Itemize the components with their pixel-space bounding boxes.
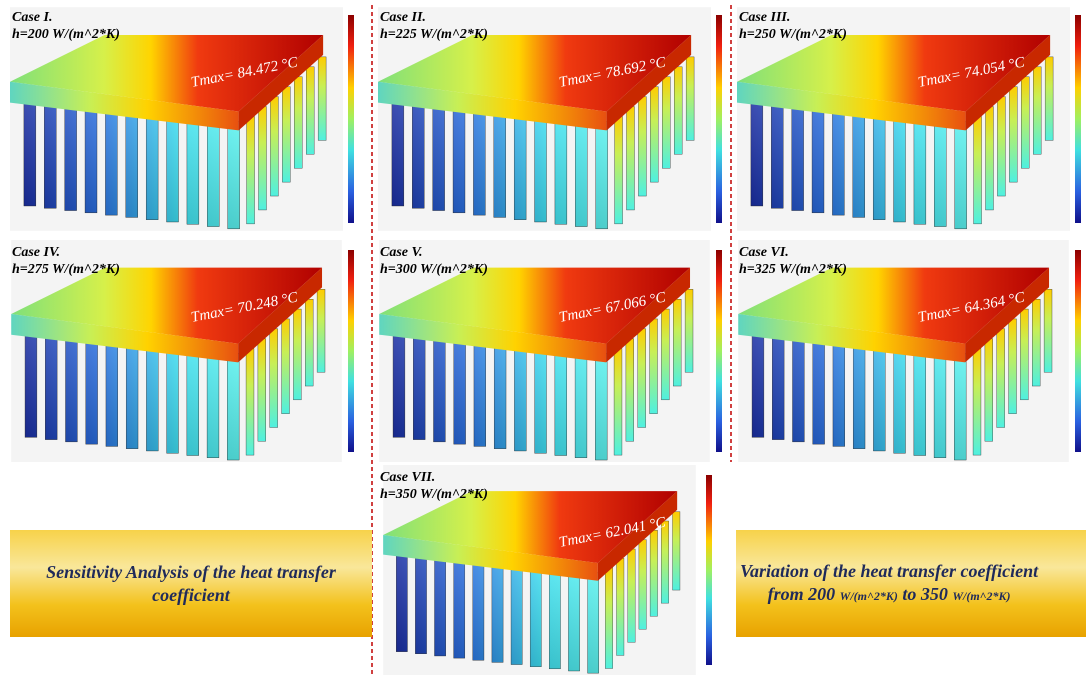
h-label: h=275 W/(m^2*K): [12, 262, 120, 277]
banner-right: Variation of the heat transfer coefficie…: [736, 530, 1086, 637]
banner-part: from 200: [768, 584, 836, 604]
h-label: h=200 W/(m^2*K): [12, 27, 120, 42]
panel: Case VII.h=350 W/(m^2*K)Tmax= 62.041 °C: [380, 465, 712, 675]
colorbar: [706, 475, 712, 665]
panel: Case V.h=300 W/(m^2*K)Tmax= 67.066 °C: [379, 240, 722, 462]
panel: Case IV.h=275 W/(m^2*K)Tmax= 70.248 °C: [11, 240, 354, 462]
case-label: Case V.: [380, 245, 423, 260]
panel: Case I.h=200 W/(m^2*K)Tmax= 84.472 °C: [10, 7, 354, 231]
case-label: Case I.: [12, 10, 52, 25]
h-label: h=250 W/(m^2*K): [739, 27, 847, 42]
case-label: Case IV.: [12, 245, 60, 260]
case-label: Case III.: [739, 10, 790, 25]
colorbar: [1075, 15, 1081, 223]
banner-unit: W/(m^2*K): [952, 589, 1010, 603]
h-label: h=325 W/(m^2*K): [739, 262, 847, 277]
banner-line: Variation of the heat transfer coefficie…: [740, 561, 1038, 581]
h-label: h=350 W/(m^2*K): [380, 487, 488, 502]
banner-part: to 350: [902, 584, 948, 604]
panel: Case III.h=250 W/(m^2*K)Tmax= 74.054 °C: [737, 7, 1081, 231]
panel: Case II.h=225 W/(m^2*K)Tmax= 78.692 °C: [378, 7, 722, 231]
panel: Case VI.h=325 W/(m^2*K)Tmax= 64.364 °C: [738, 240, 1081, 462]
banner-left: Sensitivity Analysis of the heat transfe…: [10, 530, 372, 637]
case-label: Case VII.: [380, 470, 435, 485]
colorbar: [716, 250, 722, 452]
case-label: Case II.: [380, 10, 426, 25]
banner-text: Sensitivity Analysis of the heat transfe…: [20, 561, 362, 607]
colorbar: [348, 15, 354, 223]
case-label: Case VI.: [739, 245, 789, 260]
banner-unit: W/(m^2*K): [840, 589, 898, 603]
colorbar: [716, 15, 722, 223]
h-label: h=300 W/(m^2*K): [380, 262, 488, 277]
banner-text: Variation of the heat transfer coefficie…: [740, 560, 1038, 608]
page: {"panels": [ {"case": "Case I.", "h": "h…: [0, 0, 1086, 678]
colorbar: [348, 250, 354, 452]
h-label: h=225 W/(m^2*K): [380, 27, 488, 42]
colorbar: [1075, 250, 1081, 452]
